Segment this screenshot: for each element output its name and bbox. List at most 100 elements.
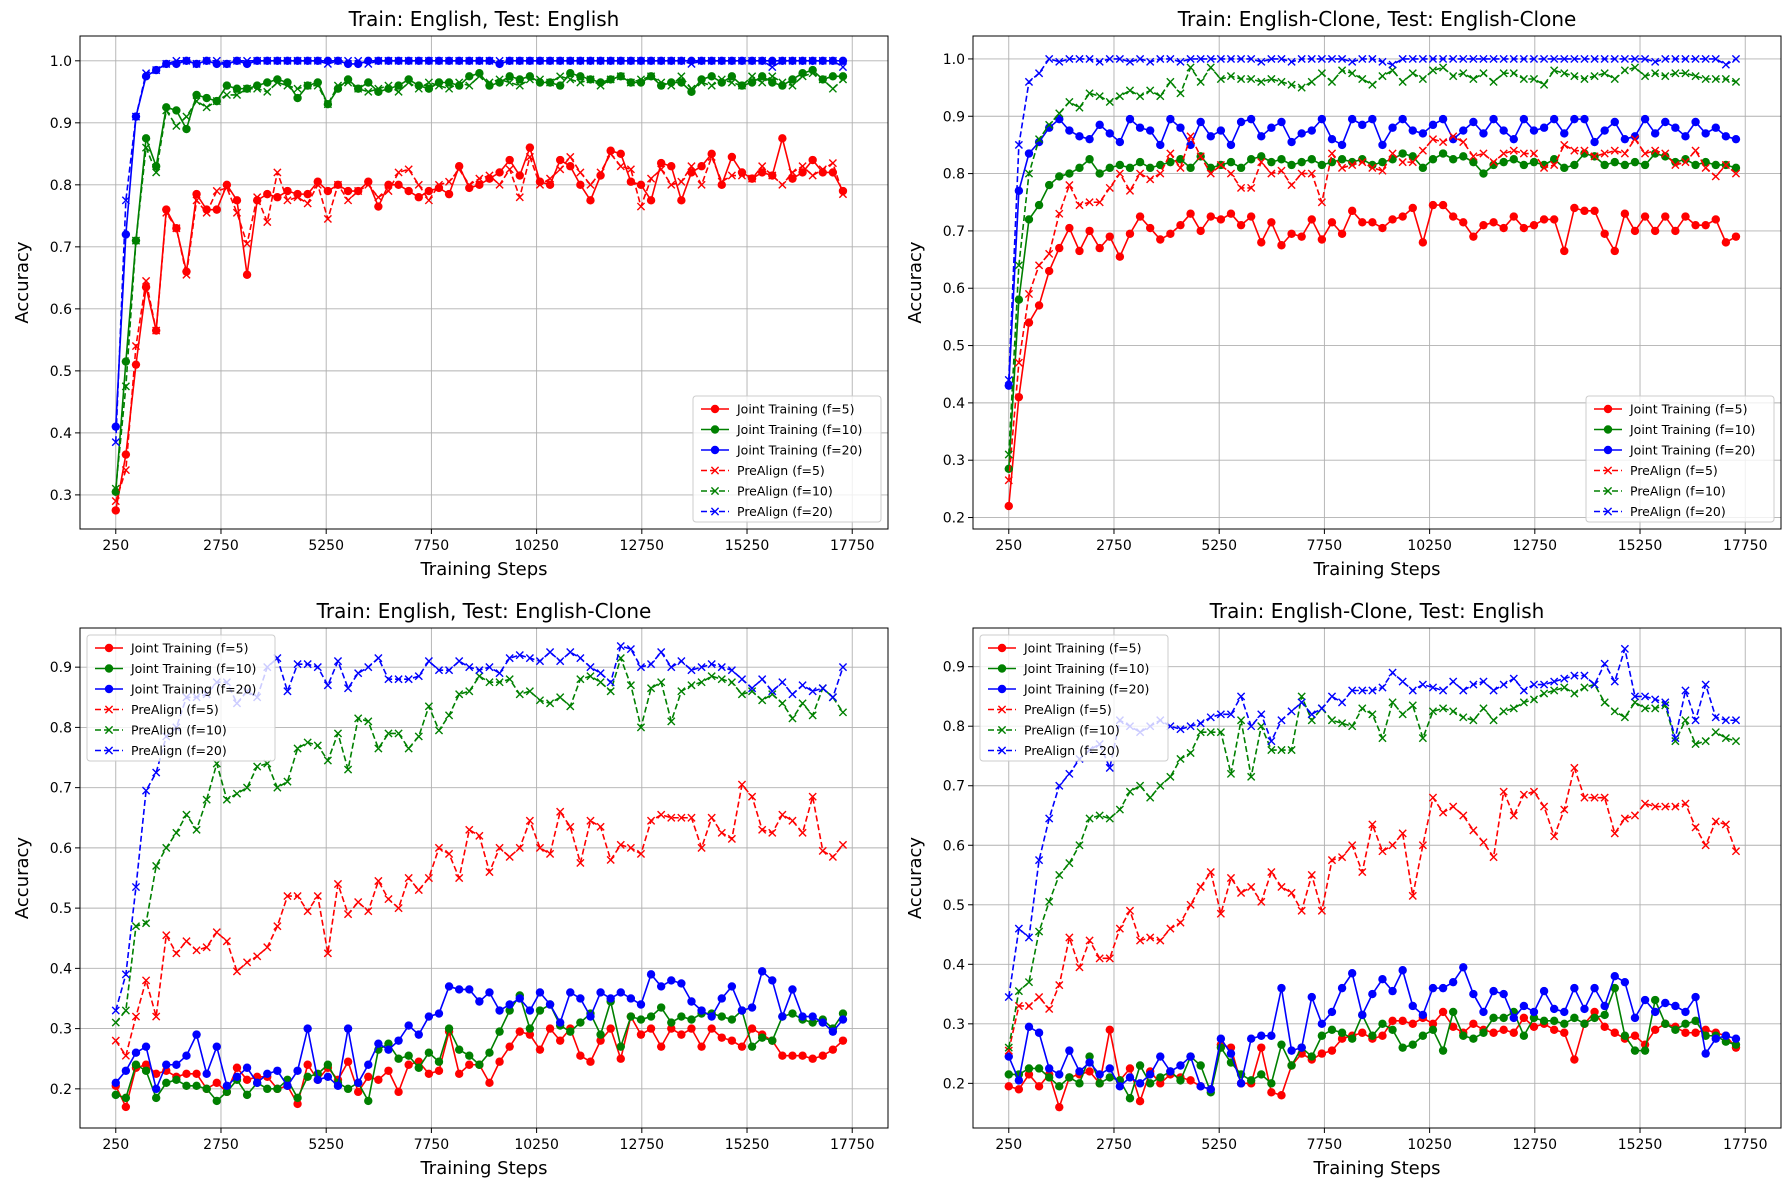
x-tick-label: 250 bbox=[995, 1137, 1022, 1153]
data-point bbox=[788, 56, 797, 65]
data-point bbox=[1065, 169, 1074, 178]
data-point bbox=[1267, 54, 1276, 64]
data-point bbox=[364, 907, 373, 916]
data-point bbox=[818, 846, 827, 855]
data-point bbox=[505, 72, 514, 81]
legend-label: Joint Training (f=5) bbox=[736, 402, 854, 417]
data-point bbox=[242, 783, 252, 792]
x-tick-label: 15250 bbox=[725, 1137, 770, 1153]
data-point bbox=[1671, 802, 1680, 811]
data-point bbox=[1711, 74, 1720, 84]
data-point bbox=[707, 56, 716, 65]
data-point bbox=[1327, 218, 1337, 227]
data-point bbox=[1287, 80, 1296, 89]
data-point bbox=[758, 78, 767, 87]
data-point bbox=[1206, 169, 1215, 178]
data-point bbox=[1004, 501, 1013, 511]
data-point bbox=[1196, 77, 1205, 86]
data-point bbox=[424, 702, 433, 711]
data-point bbox=[1378, 683, 1387, 692]
data-point bbox=[1408, 686, 1417, 695]
data-point bbox=[273, 1066, 282, 1075]
data-point bbox=[404, 675, 413, 684]
data-point bbox=[182, 270, 191, 279]
data-point bbox=[1539, 986, 1549, 996]
data-point bbox=[1418, 1010, 1428, 1020]
data-point bbox=[697, 1042, 706, 1051]
data-point bbox=[798, 699, 807, 708]
data-point bbox=[525, 1024, 535, 1033]
x-tick-label: 17750 bbox=[830, 538, 875, 554]
data-point bbox=[1731, 847, 1741, 856]
data-point bbox=[1479, 677, 1488, 686]
data-point bbox=[1630, 157, 1640, 167]
data-point bbox=[1317, 114, 1327, 124]
legend: Joint Training (f=5)Joint Training (f=10… bbox=[86, 634, 276, 762]
data-point bbox=[1236, 716, 1246, 725]
data-point bbox=[1317, 1049, 1327, 1058]
data-point bbox=[1671, 1025, 1680, 1034]
data-point bbox=[343, 186, 353, 196]
data-point bbox=[566, 162, 575, 171]
data-point bbox=[465, 183, 474, 193]
data-point bbox=[1570, 146, 1579, 155]
data-point bbox=[1549, 1004, 1559, 1014]
data-point bbox=[1651, 704, 1660, 713]
data-point bbox=[354, 186, 363, 196]
data-point bbox=[1600, 1022, 1609, 1032]
data-point bbox=[556, 693, 565, 702]
data-point bbox=[636, 849, 646, 858]
data-point bbox=[788, 816, 797, 825]
data-point bbox=[717, 56, 726, 65]
data-point bbox=[1348, 57, 1357, 66]
data-point bbox=[212, 1078, 221, 1088]
y-tick-label: 0.7 bbox=[50, 781, 72, 797]
data-point bbox=[788, 1051, 797, 1060]
data-point bbox=[1307, 716, 1316, 725]
data-point bbox=[747, 1003, 757, 1012]
data-point bbox=[1257, 158, 1266, 167]
data-point bbox=[1600, 1010, 1609, 1020]
data-point bbox=[1499, 1013, 1508, 1023]
data-point bbox=[1550, 54, 1559, 64]
data-point bbox=[1085, 936, 1094, 945]
data-point bbox=[1610, 117, 1619, 127]
data-point bbox=[1620, 1031, 1630, 1040]
data-point bbox=[576, 1051, 585, 1060]
data-point bbox=[1529, 149, 1539, 158]
data-point bbox=[414, 885, 423, 895]
data-point bbox=[778, 134, 787, 143]
series-prealign-f-5 bbox=[111, 149, 848, 506]
data-point bbox=[677, 177, 686, 186]
data-point bbox=[1277, 155, 1286, 164]
data-point bbox=[121, 465, 130, 475]
data-point bbox=[1459, 963, 1468, 972]
data-point bbox=[1004, 381, 1013, 390]
data-point bbox=[162, 103, 171, 112]
data-point bbox=[1257, 132, 1266, 141]
data-point bbox=[1691, 1016, 1700, 1026]
data-point bbox=[818, 684, 827, 693]
data-point bbox=[1721, 1031, 1731, 1040]
data-point bbox=[1004, 1046, 1013, 1055]
data-point bbox=[1125, 186, 1135, 195]
data-point bbox=[374, 193, 383, 202]
data-point bbox=[1388, 1016, 1397, 1026]
data-point bbox=[1156, 54, 1165, 64]
data-point bbox=[1226, 769, 1236, 778]
data-point bbox=[1226, 169, 1236, 178]
data-point bbox=[1529, 1013, 1539, 1023]
data-point bbox=[1246, 1076, 1256, 1085]
data-point bbox=[818, 75, 827, 84]
data-point bbox=[1297, 157, 1306, 167]
data-point bbox=[253, 762, 262, 771]
data-point bbox=[697, 1006, 706, 1015]
data-point bbox=[1519, 1001, 1529, 1011]
data-point bbox=[343, 765, 353, 774]
data-point bbox=[1549, 114, 1559, 124]
data-point bbox=[1247, 722, 1256, 731]
data-point bbox=[1580, 146, 1589, 155]
data-point bbox=[212, 97, 221, 106]
data-point bbox=[323, 100, 332, 109]
data-point bbox=[1489, 853, 1498, 862]
